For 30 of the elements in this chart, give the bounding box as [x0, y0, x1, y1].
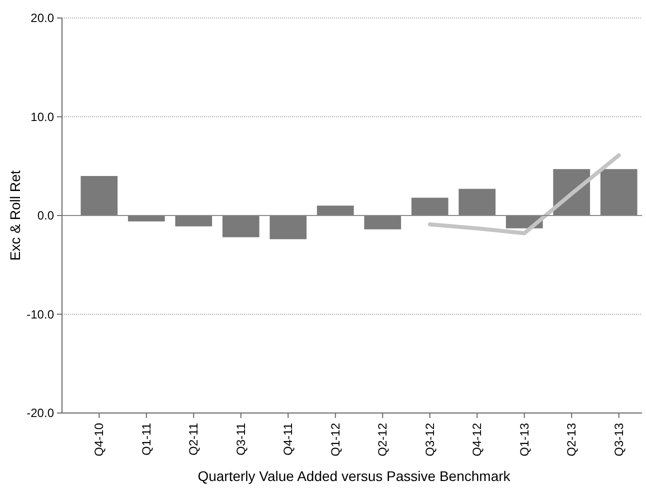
y-tick-label: -20.0 — [26, 406, 54, 420]
line-series — [428, 153, 621, 236]
bar — [364, 216, 402, 230]
x-tick-label: Q2-11 — [186, 422, 201, 456]
x-tick-label: Q4-12 — [470, 422, 484, 456]
x-tick-label: Q1-13 — [517, 422, 532, 456]
bar — [80, 176, 118, 216]
y-axis-title: Exc & Roll Ret — [7, 170, 23, 261]
bar — [316, 206, 354, 216]
y-tick-label: -10.0 — [26, 307, 54, 322]
x-tick-label: Q3-12 — [422, 422, 437, 456]
x-tick-label: Q4-10 — [92, 422, 106, 456]
x-tick-label: Q4-11 — [281, 422, 296, 456]
y-tick-label: 20.0 — [30, 11, 54, 26]
y-tick-label: 10.0 — [30, 110, 54, 124]
x-tick-label: Q3-11 — [234, 422, 248, 456]
bar — [222, 216, 260, 238]
bar — [600, 169, 638, 216]
bar — [458, 188, 496, 216]
x-tick-label: Q1-12 — [328, 422, 342, 456]
y-tick-label: 0.0 — [37, 208, 54, 223]
x-tick-label: Q2-13 — [564, 422, 579, 456]
bar — [411, 198, 448, 216]
bar — [270, 216, 307, 240]
x-tick-label: Q1-11 — [139, 422, 154, 456]
x-tick-label: Q3-13 — [612, 422, 626, 456]
bar — [175, 216, 212, 226]
x-tick-label: Q2-12 — [376, 422, 390, 456]
x-axis-title: Quarterly Value Added versus Passive Benchmark — [198, 468, 512, 484]
bar — [128, 216, 165, 222]
